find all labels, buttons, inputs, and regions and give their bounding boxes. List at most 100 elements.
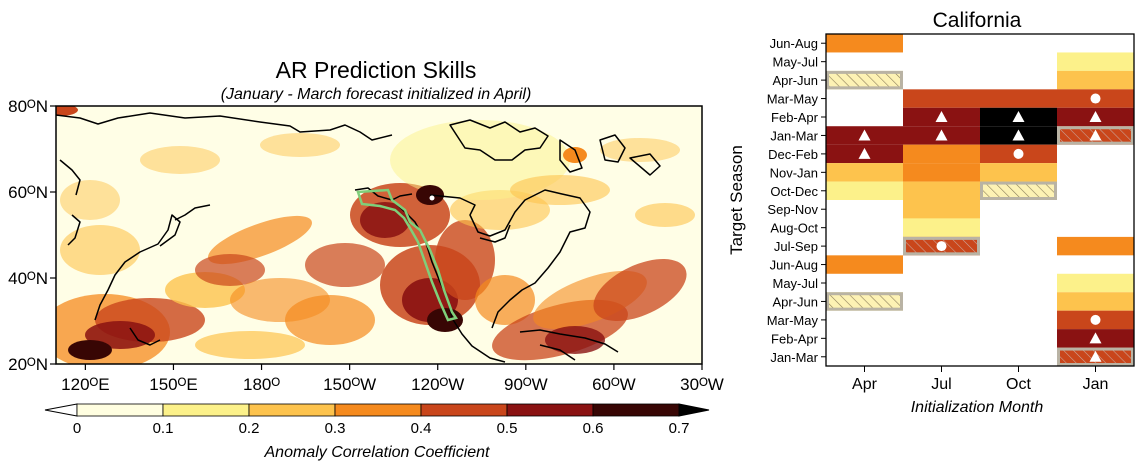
colorbar-segment [162, 403, 250, 417]
y-tick-label: Sep-Nov [767, 202, 818, 217]
heatmap-cell [826, 34, 903, 53]
y-axis-label: Target Season [727, 145, 746, 255]
marker-triangle [1089, 129, 1102, 141]
heatmap-panel: California Jun-Aug May-Jul Apr-Jun Mar-May F… [727, 9, 1135, 416]
colorbar-tick-label: 0.3 [325, 420, 346, 437]
skill-field [56, 106, 695, 364]
lat-tick-label: 80ᴼN [8, 97, 48, 116]
marker-triangle [1089, 111, 1102, 122]
colorbar-segment [592, 403, 680, 417]
map-title: AR Prediction Skills [276, 57, 477, 83]
map-panel: AR Prediction Skills (January - March fo… [8, 57, 724, 461]
y-tick-label: Aug-Oct [770, 221, 818, 236]
marker-triangle [1012, 111, 1025, 122]
heatmap-cell [980, 163, 1057, 182]
heatmap-cells [826, 34, 1134, 366]
colorbar-segment [248, 403, 336, 417]
y-tick-label: Jul-Sep [774, 239, 818, 254]
colorbar-tick-label: 0.7 [669, 420, 690, 437]
heatmap-cell [1057, 292, 1134, 311]
lat-tick-label: 60ᴼN [8, 183, 48, 202]
chart-title: California [933, 9, 1022, 32]
marker-triangle [858, 147, 871, 159]
marker-triangle [935, 129, 948, 141]
colorbar-tick-label: 0.6 [583, 420, 604, 437]
y-axis: Jun-Aug May-Jul Apr-Jun Mar-May Feb-Apr Jan-M… [767, 36, 826, 365]
coastlines [56, 112, 661, 363]
lon-tick-label: 180ᴼ [243, 375, 280, 394]
heatmap-cell [980, 89, 1057, 108]
lat-tick-label: 40ᴼN [8, 269, 48, 288]
heatmap-cell [903, 89, 980, 108]
highlight-point [429, 195, 435, 201]
marker-triangle [858, 129, 871, 141]
colorbar-tick-label: 0.1 [153, 420, 174, 437]
marker-circle [1090, 314, 1101, 325]
heatmap-cell [826, 163, 903, 182]
x-tick-label: Apr [852, 376, 878, 393]
heatmap-frame [825, 33, 1135, 367]
marker-circle [936, 241, 947, 252]
x-tick-label: Jul [931, 376, 951, 393]
y-tick-label: Oct-Dec [770, 184, 818, 199]
heatmap-cell [1057, 52, 1134, 71]
y-tick-label: Jan-Mar [770, 350, 818, 365]
heatmap-cell [903, 181, 980, 200]
heatmap-cell [903, 144, 980, 164]
y-tick-label: Nov-Jan [770, 165, 818, 180]
hatched-cell [826, 70, 903, 90]
colorbar-segment [506, 403, 594, 417]
marker-triangle [1012, 129, 1025, 141]
heatmap-cell [903, 200, 980, 219]
y-tick-label: May-Jul [772, 276, 818, 291]
lon-tick-label: 120ᴼE [61, 375, 109, 394]
heatmap-cell [903, 218, 980, 237]
lon-tick-label: 150ᴼW [323, 375, 376, 394]
colorbar-segment [334, 403, 422, 417]
lat-tick-label: 20ᴼN [8, 355, 48, 374]
map-frame [55, 105, 703, 365]
colorbar-segment [76, 403, 164, 417]
map-subtitle: (January - March forecast initialized in… [221, 86, 532, 103]
y-tick-label: Feb-Apr [771, 110, 819, 125]
heatmap-cell [826, 181, 903, 200]
y-tick-label: Mar-May [767, 92, 819, 107]
x-tick-label: Jan [1083, 376, 1109, 393]
marker-circle [1013, 148, 1024, 159]
x-tick-label: Oct [1006, 376, 1031, 393]
colorbar-tick-label: 0.5 [497, 420, 518, 437]
heatmap-cell [1057, 273, 1134, 293]
longitude-axis: 120ᴼE 150ᴼE 180ᴼ 150ᴼW 120ᴼW 90ᴼW 60ᴼW 30ᴼW [61, 364, 724, 394]
lon-tick-label: 60ᴼW [592, 375, 636, 394]
heatmap-cell [1057, 236, 1134, 256]
heatmap-cell [826, 255, 903, 274]
heatmap-cell [903, 163, 980, 182]
lon-tick-label: 120ᴼW [411, 375, 464, 394]
y-tick-label: Jan-Mar [770, 128, 818, 143]
colorbar-segment [420, 403, 508, 417]
y-tick-label: May-Jul [772, 55, 818, 70]
lon-tick-label: 150ᴼE [149, 375, 197, 394]
colorbar-min-extend [44, 403, 78, 417]
lon-tick-label: 90ᴼW [504, 375, 548, 394]
marker-triangle [935, 111, 948, 122]
y-tick-label: Mar-May [767, 313, 819, 328]
colorbar-tick-label: 0 [73, 420, 81, 437]
marker-triangle [1089, 332, 1102, 344]
colorbar-label: Anomaly Correlation Coefficient [264, 444, 491, 461]
y-tick-label: Apr-Jun [772, 73, 818, 88]
hatched-cell [826, 292, 903, 311]
colorbar-max-extend [678, 403, 710, 417]
y-tick-label: Apr-Jun [772, 294, 818, 309]
y-tick-label: Dec-Feb [768, 147, 818, 162]
x-axis: Apr Jul Oct Jan [852, 366, 1108, 393]
lon-tick-label: 30ᴼW [680, 375, 724, 394]
colorbar-tick-label: 0.2 [239, 420, 260, 437]
colorbar: 0 0.1 0.2 0.3 0.4 0.5 0.6 0.7 [44, 403, 710, 437]
region-outline [356, 188, 459, 322]
heatmap-cell [1057, 70, 1134, 90]
marker-circle [1090, 93, 1101, 104]
y-tick-label: Feb-Apr [771, 331, 819, 346]
hatched-cell [980, 181, 1057, 201]
y-tick-label: Jun-Aug [770, 36, 818, 51]
